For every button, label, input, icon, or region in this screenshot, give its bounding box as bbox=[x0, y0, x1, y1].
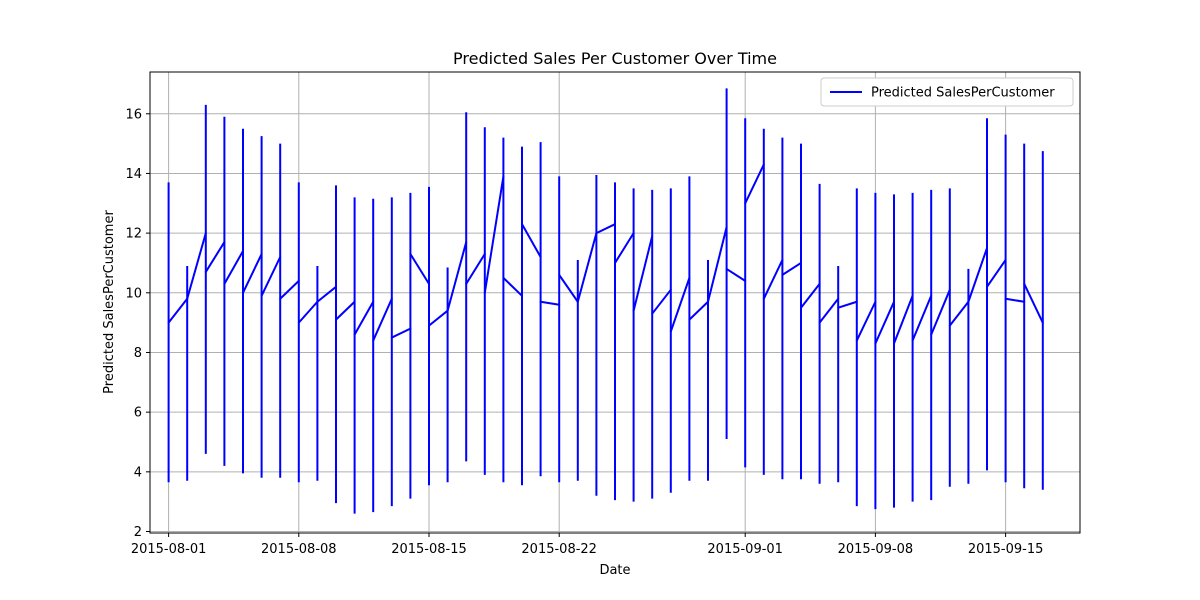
x-tick-label: 2015-09-15 bbox=[968, 542, 1044, 557]
series-connecting-segment bbox=[948, 300, 970, 327]
y-tick-label: 10 bbox=[125, 286, 142, 301]
series-connecting-segment bbox=[465, 253, 486, 285]
y-axis-label: Predicted SalesPerCustomer bbox=[102, 210, 117, 394]
x-tick-label: 2015-09-08 bbox=[838, 542, 914, 557]
legend-box bbox=[820, 77, 1074, 107]
series-connecting-segment bbox=[762, 258, 784, 300]
legend-label: Predicted SalesPerCustomer bbox=[871, 86, 1055, 101]
x-axis-ticks: 2015-08-01 2015-08-08 2015-08-15 2015-08-22… bbox=[131, 533, 1044, 557]
series-connecting-segment bbox=[1004, 297, 1026, 303]
series-connecting-segment bbox=[576, 232, 598, 303]
y-tick-label: 12 bbox=[125, 227, 142, 242]
x-tick-label: 2015-08-08 bbox=[261, 542, 337, 557]
x-tick-label: 2015-09-01 bbox=[707, 542, 783, 557]
series-connecting-segment bbox=[781, 261, 802, 276]
series-connecting-segment bbox=[986, 258, 1007, 288]
series-line bbox=[167, 88, 1044, 514]
series-connecting-segment bbox=[186, 232, 207, 300]
y-tick-label: 16 bbox=[125, 107, 142, 122]
series-connecting-segment bbox=[725, 267, 747, 282]
y-tick-label: 4 bbox=[134, 465, 142, 480]
y-tick-label: 8 bbox=[134, 346, 142, 361]
series-connecting-segment bbox=[372, 297, 393, 342]
series-connecting-segment bbox=[707, 226, 728, 303]
series-connecting-segment bbox=[967, 247, 988, 303]
series-connecting-segment bbox=[818, 297, 840, 324]
series-connecting-segment bbox=[242, 253, 263, 294]
series-connecting-segment bbox=[428, 309, 449, 327]
series-connecting-segment bbox=[651, 288, 672, 315]
series-connecting-segment bbox=[483, 175, 505, 294]
y-axis-ticks: 2 4 6 8 10 12 14 16 bbox=[125, 107, 150, 540]
series-connecting-segment bbox=[204, 241, 226, 273]
series-connecting-segment bbox=[614, 232, 635, 264]
y-tick-label: 14 bbox=[125, 167, 142, 182]
series-connecting-segment bbox=[911, 294, 933, 342]
series-connecting-segment bbox=[390, 327, 412, 339]
series-connecting-segment bbox=[260, 255, 282, 297]
series-connecting-segment bbox=[744, 163, 765, 205]
x-tick-label: 2015-08-22 bbox=[521, 542, 597, 557]
series-connecting-segment bbox=[930, 288, 951, 336]
series-connecting-segment bbox=[409, 253, 430, 285]
series-connecting-segment bbox=[521, 223, 542, 258]
series-connecting-segment bbox=[353, 300, 375, 336]
series-connecting-segment bbox=[688, 300, 709, 321]
x-tick-label: 2015-08-15 bbox=[391, 542, 467, 557]
series-connecting-segment bbox=[446, 241, 468, 312]
series-connecting-segment bbox=[800, 282, 821, 309]
series-connecting-segment bbox=[669, 276, 691, 333]
y-tick-label: 6 bbox=[134, 406, 142, 421]
series-connecting-segment bbox=[223, 250, 244, 285]
series-connecting-segment bbox=[855, 300, 877, 342]
series-connecting-segment bbox=[335, 300, 356, 321]
series-connecting-segment bbox=[874, 300, 895, 345]
series-connecting-segment bbox=[837, 300, 858, 309]
series-connecting-segment bbox=[279, 279, 300, 300]
series-connecting-segment bbox=[167, 297, 189, 324]
series-connecting-segment bbox=[595, 223, 616, 235]
series-connecting-segment bbox=[502, 276, 523, 297]
x-axis-label: Date bbox=[599, 563, 630, 578]
series-connecting-segment bbox=[632, 235, 654, 312]
plot-area-frame bbox=[149, 71, 1081, 534]
x-tick-label: 2015-08-01 bbox=[131, 542, 207, 557]
series-connecting-segment bbox=[297, 300, 319, 324]
series-connecting-segment bbox=[316, 285, 337, 303]
y-tick-label: 2 bbox=[134, 525, 142, 540]
chart-title: Predicted Sales Per Customer Over Time bbox=[453, 49, 777, 68]
series-connecting-segment bbox=[558, 273, 579, 303]
series-connecting-segment bbox=[893, 294, 914, 345]
series-connecting-segment bbox=[539, 300, 561, 306]
series-connecting-segment bbox=[1023, 282, 1044, 324]
legend: Predicted SalesPerCustomer bbox=[820, 77, 1074, 107]
